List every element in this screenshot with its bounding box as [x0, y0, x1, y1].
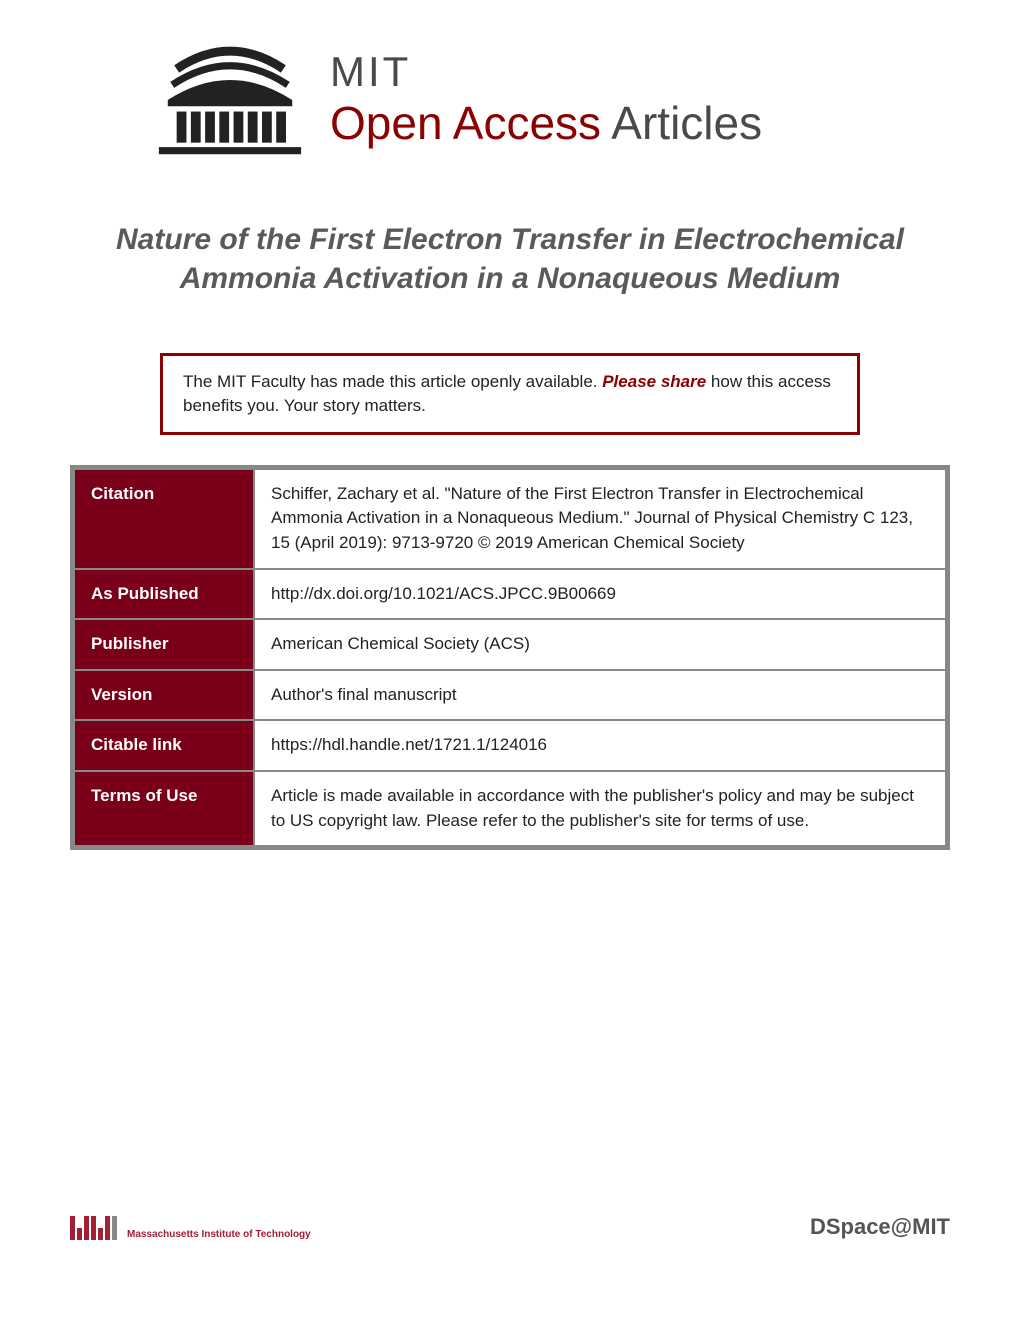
- header-logo: MIT Open Access Articles: [150, 40, 950, 160]
- logo-open-access-text: Open Access Articles: [330, 96, 762, 150]
- table-row: Citable link https://hdl.handle.net/1721…: [74, 720, 946, 771]
- share-prefix: The MIT Faculty has made this article op…: [183, 372, 602, 391]
- value-publisher: American Chemical Society (ACS): [254, 619, 946, 670]
- label-as-published: As Published: [74, 569, 254, 620]
- footer: Massachusetts Institute of Technology DS…: [70, 1214, 950, 1240]
- label-citation: Citation: [74, 469, 254, 569]
- value-as-published[interactable]: http://dx.doi.org/10.1021/ACS.JPCC.9B006…: [254, 569, 946, 620]
- label-citable-link: Citable link: [74, 720, 254, 771]
- article-title: Nature of the First Electron Transfer in…: [70, 220, 950, 298]
- table-row: As Published http://dx.doi.org/10.1021/A…: [74, 569, 946, 620]
- table-row: Version Author's final manuscript: [74, 670, 946, 721]
- please-share-link[interactable]: Please share: [602, 372, 706, 391]
- label-terms: Terms of Use: [74, 771, 254, 846]
- table-row: Terms of Use Article is made available i…: [74, 771, 946, 846]
- logo-text: MIT Open Access Articles: [330, 48, 762, 160]
- value-citation: Schiffer, Zachary et al. "Nature of the …: [254, 469, 946, 569]
- metadata-table: Citation Schiffer, Zachary et al. "Natur…: [70, 465, 950, 851]
- label-publisher: Publisher: [74, 619, 254, 670]
- dspace-logo: DSpace@MIT: [810, 1214, 950, 1240]
- label-version: Version: [74, 670, 254, 721]
- table-row: Citation Schiffer, Zachary et al. "Natur…: [74, 469, 946, 569]
- mit-dome-icon: [150, 40, 310, 160]
- mit-footer-logo: Massachusetts Institute of Technology: [70, 1216, 311, 1240]
- table-row: Publisher American Chemical Society (ACS…: [74, 619, 946, 670]
- value-citable-link[interactable]: https://hdl.handle.net/1721.1/124016: [254, 720, 946, 771]
- value-version: Author's final manuscript: [254, 670, 946, 721]
- mit-institution-name: Massachusetts Institute of Technology: [127, 1229, 311, 1240]
- value-terms: Article is made available in accordance …: [254, 771, 946, 846]
- mit-bars-icon: [70, 1216, 117, 1240]
- logo-mit-text: MIT: [330, 48, 762, 96]
- share-box: The MIT Faculty has made this article op…: [160, 353, 860, 435]
